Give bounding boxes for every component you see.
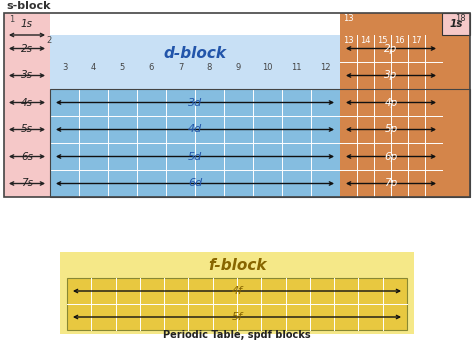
Text: 2s: 2s	[21, 44, 33, 54]
Bar	[50, 89, 340, 197]
Text: 12: 12	[320, 63, 331, 72]
Text: 5: 5	[120, 63, 125, 72]
Text: 14: 14	[360, 36, 371, 45]
Text: 5s: 5s	[21, 125, 33, 135]
Bar	[4, 13, 470, 197]
Text: 16: 16	[394, 36, 405, 45]
Text: 8: 8	[207, 63, 212, 72]
Text: 15: 15	[377, 36, 388, 45]
Text: 4p: 4p	[384, 98, 398, 108]
Text: 2p: 2p	[384, 44, 398, 54]
Text: 3p: 3p	[384, 71, 398, 81]
Text: 2: 2	[46, 36, 51, 45]
Text: 6p: 6p	[384, 152, 398, 162]
Text: 10: 10	[262, 63, 273, 72]
Text: d-block: d-block	[164, 46, 227, 61]
Bar	[60, 252, 414, 334]
Text: 3: 3	[62, 63, 67, 72]
Text: 5f: 5f	[231, 312, 243, 322]
Text: 13: 13	[343, 36, 354, 45]
Text: 4f: 4f	[231, 286, 243, 296]
Text: 7: 7	[178, 63, 183, 72]
Text: s-block: s-block	[6, 1, 51, 11]
Text: 4d: 4d	[188, 125, 202, 135]
Text: 5d: 5d	[188, 152, 202, 162]
Bar	[4, 13, 50, 197]
Text: 4s: 4s	[21, 98, 33, 108]
Text: 7s: 7s	[21, 179, 33, 189]
Text: f-block: f-block	[208, 258, 266, 273]
Text: 1s: 1s	[21, 19, 33, 29]
Text: 13: 13	[343, 14, 353, 23]
Text: 5p: 5p	[384, 125, 398, 135]
Text: Periodic Table, spdf blocks: Periodic Table, spdf blocks	[163, 330, 311, 340]
Text: p-block: p-block	[366, 0, 418, 11]
Text: 6d: 6d	[188, 179, 202, 189]
Text: 1s: 1s	[449, 19, 463, 29]
Text: 1: 1	[9, 15, 15, 24]
Bar	[50, 35, 340, 197]
Text: 4: 4	[91, 63, 96, 72]
Text: 3d: 3d	[188, 98, 202, 108]
Text: 7p: 7p	[384, 179, 398, 189]
Text: 18: 18	[456, 14, 466, 23]
Bar	[67, 278, 407, 330]
Text: 6s: 6s	[21, 152, 33, 162]
Bar	[442, 13, 470, 35]
Bar	[50, 89, 470, 197]
Text: 11: 11	[291, 63, 302, 72]
Bar	[340, 13, 470, 197]
Text: 17: 17	[411, 36, 422, 45]
Text: 9: 9	[236, 63, 241, 72]
Text: 3s: 3s	[21, 71, 33, 81]
Text: 6: 6	[149, 63, 154, 72]
